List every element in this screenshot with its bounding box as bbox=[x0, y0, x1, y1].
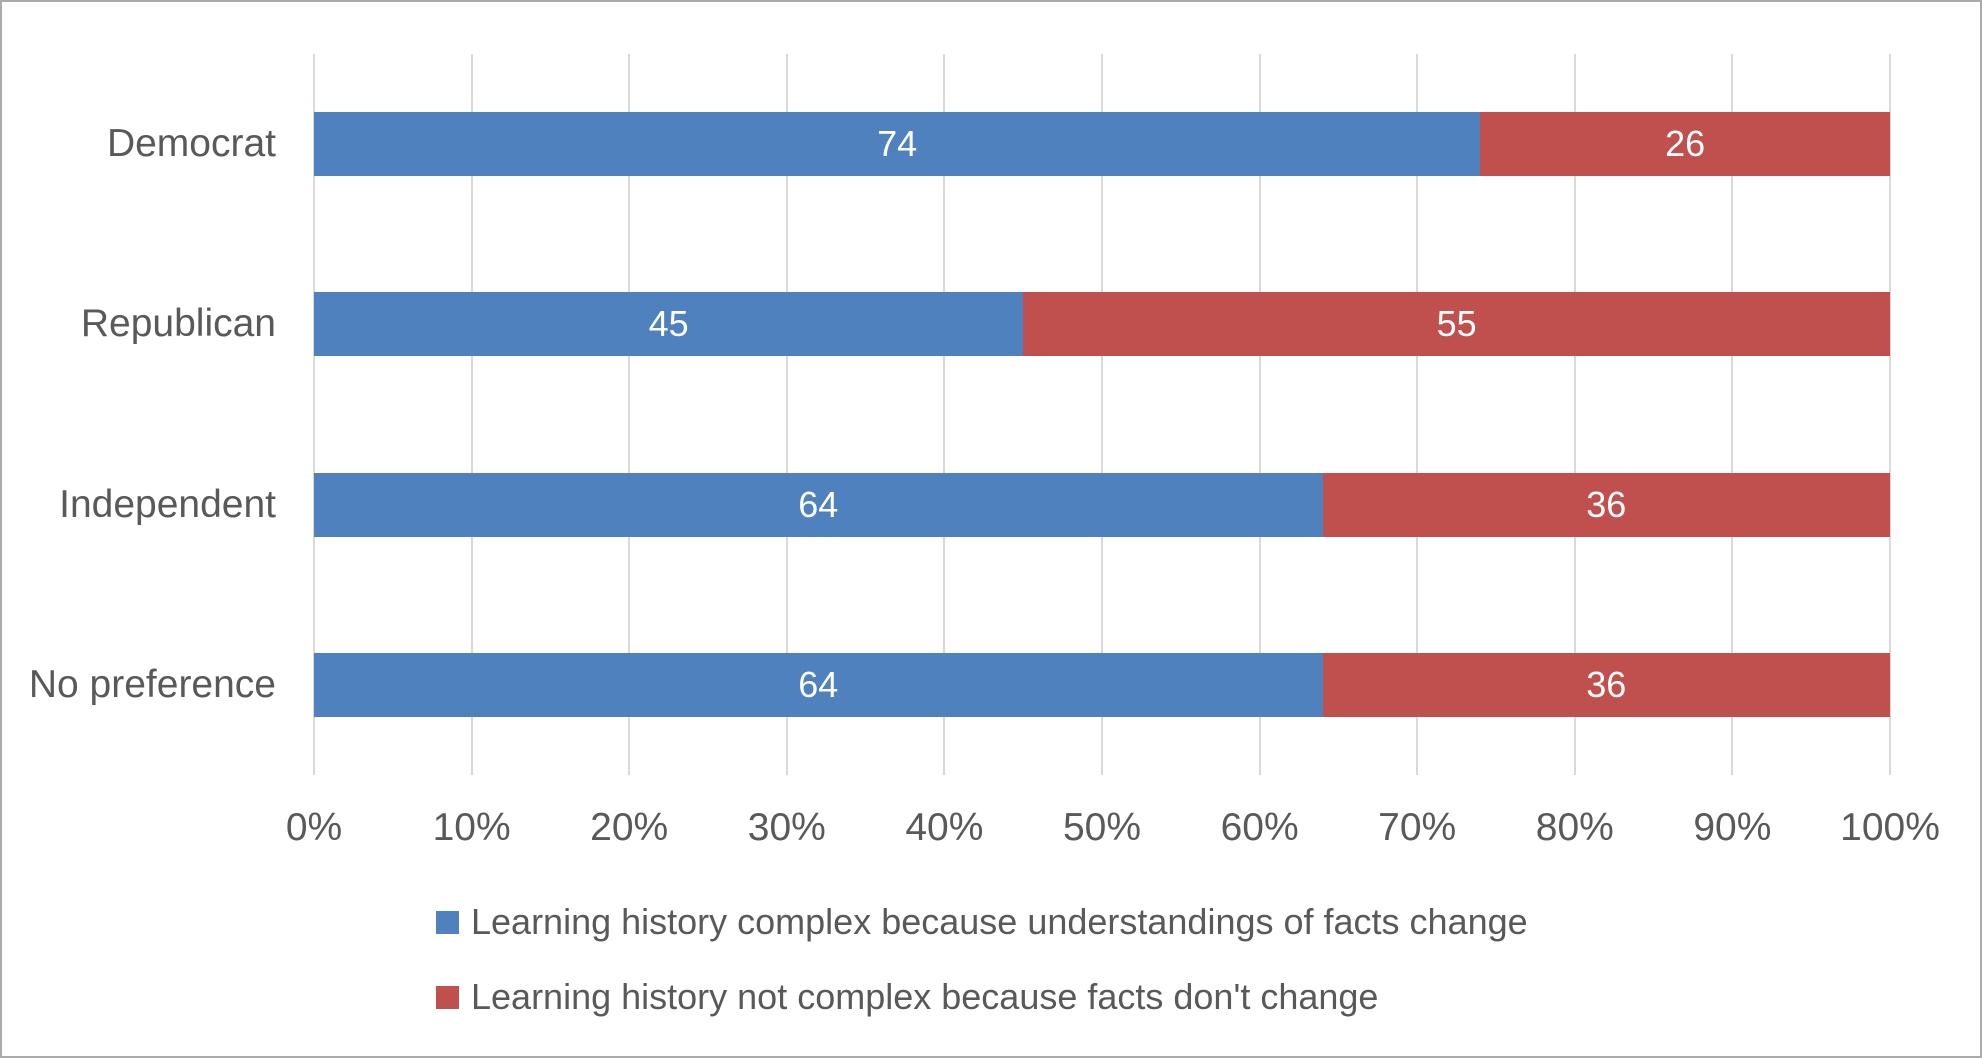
gridline-50% bbox=[1101, 54, 1103, 775]
gridline-60% bbox=[1258, 54, 1261, 775]
bar-value-label: 74 bbox=[877, 123, 918, 165]
legend-swatch-icon bbox=[436, 910, 459, 934]
bar-value-label: 36 bbox=[1586, 663, 1627, 705]
gridline-70% bbox=[1416, 54, 1419, 775]
bar-row-1: 45 55 bbox=[314, 234, 1890, 414]
legend: Learning history complex because underst… bbox=[436, 898, 1528, 1048]
x-tick-label-20%: 20% bbox=[590, 806, 669, 849]
x-tick-label-80%: 80% bbox=[1535, 806, 1614, 849]
x-tick-label-90%: 90% bbox=[1693, 806, 1772, 849]
category-label-0: Democrat bbox=[106, 122, 276, 166]
stacked-bar-3: 64 36 bbox=[314, 652, 1890, 717]
stacked-bar-0: 74 26 bbox=[314, 112, 1890, 177]
x-tick-label-40%: 40% bbox=[905, 806, 984, 849]
gridline-100% bbox=[1889, 54, 1891, 775]
category-label-3: No preference bbox=[28, 662, 276, 706]
stacked-bar-1: 45 55 bbox=[314, 292, 1890, 357]
x-tick-label-30%: 30% bbox=[747, 806, 826, 849]
category-label-1: Republican bbox=[80, 302, 276, 346]
gridline-90% bbox=[1731, 54, 1734, 775]
stacked-bar-2: 64 36 bbox=[314, 472, 1890, 537]
bar-value-label: 64 bbox=[798, 483, 839, 525]
gridline-20% bbox=[628, 54, 631, 775]
category-label-2: Independent bbox=[59, 482, 276, 526]
bar-segment-series1-row0: 26 bbox=[1480, 112, 1890, 177]
legend-label-0: Learning history complex because underst… bbox=[471, 901, 1528, 942]
x-tick-label-70%: 70% bbox=[1378, 806, 1457, 849]
bar-row-2: 64 36 bbox=[314, 415, 1890, 595]
gridline-10% bbox=[470, 54, 473, 775]
legend-item-0: Learning history complex because underst… bbox=[436, 898, 1528, 946]
legend-label-1: Learning history not complex because fac… bbox=[471, 976, 1379, 1017]
bar-segment-series0-row3: 64 bbox=[314, 652, 1323, 717]
bar-segment-series1-row3: 36 bbox=[1322, 652, 1890, 717]
gridline-80% bbox=[1573, 54, 1576, 775]
gridline-40% bbox=[943, 54, 946, 775]
bar-segment-series0-row0: 74 bbox=[314, 112, 1481, 177]
bar-rows: 74 26 45 55 64 36 64 36 bbox=[314, 54, 1890, 775]
bar-segment-series0-row2: 64 bbox=[314, 472, 1323, 537]
x-tick-label-0%: 0% bbox=[285, 806, 343, 849]
bar-row-3: 64 36 bbox=[314, 595, 1890, 775]
x-axis-tick-labels: 0% 10% 20% 30% 40% 50% 60% 70% 80% 90% 100% bbox=[286, 806, 1940, 856]
x-tick-label-50%: 50% bbox=[1062, 806, 1142, 849]
bar-segment-series0-row1: 45 bbox=[314, 292, 1024, 357]
bar-value-label: 64 bbox=[798, 663, 839, 705]
y-axis-category-labels: Democrat Republican Independent No preferen… bbox=[2, 54, 276, 775]
bar-value-label: 45 bbox=[648, 303, 689, 345]
legend-item-1: Learning history not complex because fac… bbox=[436, 973, 1528, 1021]
gridline-0% bbox=[313, 54, 315, 775]
plot-area: 74 26 45 55 64 36 64 36 bbox=[313, 54, 1891, 775]
bar-segment-series1-row1: 55 bbox=[1023, 292, 1890, 357]
bar-segment-series1-row2: 36 bbox=[1322, 472, 1890, 537]
bar-value-label: 26 bbox=[1665, 123, 1706, 165]
legend-swatch-icon bbox=[436, 985, 459, 1009]
x-tick-label-10%: 10% bbox=[432, 806, 511, 849]
gridline-30% bbox=[785, 54, 788, 775]
bar-row-0: 74 26 bbox=[314, 54, 1890, 234]
x-tick-label-100%: 100% bbox=[1840, 806, 1940, 849]
x-tick-label-60%: 60% bbox=[1220, 806, 1299, 849]
bar-value-label: 36 bbox=[1586, 483, 1627, 525]
bar-value-label: 55 bbox=[1436, 303, 1477, 345]
